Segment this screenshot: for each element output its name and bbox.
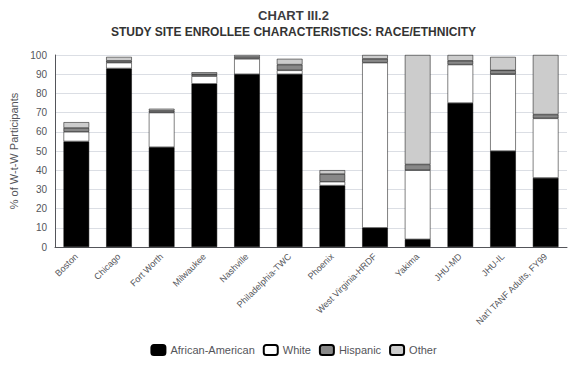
svg-text:Nat'l TANF Adults, FY99: Nat'l TANF Adults, FY99 [474,251,549,326]
svg-text:West Virginia-HRDF: West Virginia-HRDF [315,251,379,315]
svg-text:Chicago: Chicago [92,251,122,281]
svg-text:Philadelphia-TWC: Philadelphia-TWC [235,251,294,310]
svg-text:CHART III.2: CHART III.2 [258,8,329,23]
svg-text:White: White [283,344,311,356]
svg-text:Other: Other [409,344,437,356]
svg-text:African-American: African-American [170,344,254,356]
svg-text:0: 0 [41,242,47,253]
svg-text:Fort Worth: Fort Worth [128,251,165,288]
svg-text:100: 100 [30,50,47,61]
svg-text:10: 10 [36,222,48,233]
svg-text:40: 40 [36,165,48,176]
svg-text:60: 60 [36,126,48,137]
svg-text:Yakima: Yakima [393,251,421,279]
svg-text:Phoenix: Phoenix [306,251,336,281]
svg-text:30: 30 [36,184,48,195]
svg-text:Nashville: Nashville [218,251,251,284]
svg-text:JHU-MD: JHU-MD [432,251,464,283]
svg-text:Milwaukee: Milwaukee [171,251,208,288]
svg-text:Hispanic: Hispanic [339,344,382,356]
svg-text:50: 50 [36,146,48,157]
svg-text:% of W-t-W Participants: % of W-t-W Participants [8,92,20,209]
svg-text:JHU-IL: JHU-IL [480,251,507,278]
svg-text:70: 70 [36,107,48,118]
svg-text:20: 20 [36,203,48,214]
svg-text:STUDY SITE ENROLLEE CHARACTERI: STUDY SITE ENROLLEE CHARACTERISTICS: RAC… [111,25,476,39]
svg-text:Boston: Boston [53,251,80,278]
svg-text:80: 80 [36,88,48,99]
svg-text:90: 90 [36,69,48,80]
